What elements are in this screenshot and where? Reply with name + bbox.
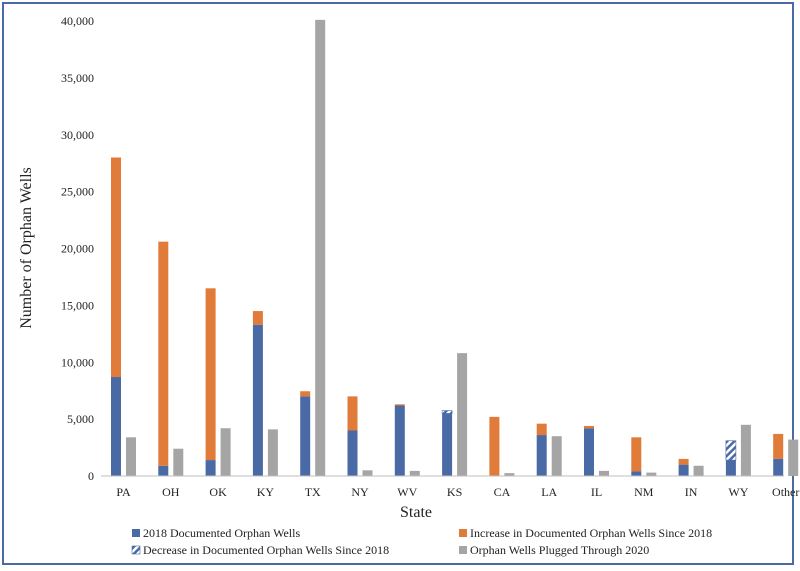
x-axis-label: State xyxy=(400,504,432,521)
x-tick-label: Other xyxy=(772,485,799,499)
bar-increase-since-2018 xyxy=(111,157,121,378)
x-tick-label: KY xyxy=(257,485,275,499)
bar-increase-since-2018 xyxy=(489,416,500,476)
x-tick-label: KS xyxy=(447,485,462,499)
bar-2018-documented xyxy=(773,458,784,476)
bar-decrease-since-2018 xyxy=(441,410,453,414)
bar-increase-since-2018 xyxy=(205,288,216,461)
bar-decrease-since-2018 xyxy=(725,440,737,461)
bar-increase-since-2018 xyxy=(394,404,405,406)
bar-increase-since-2018 xyxy=(678,458,689,465)
bar-2018-documented xyxy=(725,460,736,476)
bar-2018-documented xyxy=(347,430,358,476)
bar-2018-documented xyxy=(631,471,642,476)
x-tick-label: PA xyxy=(116,485,131,499)
bar-2018-documented xyxy=(111,377,121,476)
bar-increase-since-2018 xyxy=(773,433,784,459)
bar-increase-since-2018 xyxy=(631,437,642,472)
bar-increase-since-2018 xyxy=(252,311,263,325)
legend: 2018 Documented Orphan Wells Increase in … xyxy=(131,526,712,557)
legend-swatch xyxy=(131,545,141,555)
y-tick-label: 0 xyxy=(88,469,94,483)
legend-swatch xyxy=(459,546,467,554)
bar-plugged-through-2020 xyxy=(740,424,751,476)
bar-plugged-through-2020 xyxy=(126,437,136,476)
y-axis-label: Number of Orphan Wells xyxy=(18,167,35,329)
bar-increase-since-2018 xyxy=(536,423,547,436)
y-tick-label: 30,000 xyxy=(61,128,94,142)
x-tick-label: IL xyxy=(591,485,602,499)
bar-plugged-through-2020 xyxy=(551,436,562,476)
x-tick-label: OK xyxy=(209,485,227,499)
x-tick-label: NM xyxy=(634,485,654,499)
x-tick-label: IN xyxy=(685,485,698,499)
x-tick-label: CA xyxy=(494,485,511,499)
x-tick-label: NY xyxy=(351,485,369,499)
bar-2018-documented xyxy=(536,435,547,476)
x-tick-label: WY xyxy=(728,485,748,499)
bar-2018-documented xyxy=(442,413,453,476)
bar-2018-documented xyxy=(300,396,311,476)
bar-plugged-through-2020 xyxy=(693,465,704,476)
bar-increase-since-2018 xyxy=(347,396,358,431)
bar-plugged-through-2020 xyxy=(646,472,657,476)
bar-2018-documented xyxy=(252,324,263,476)
bar-plugged-through-2020 xyxy=(504,473,515,476)
y-tick-label: 15,000 xyxy=(61,298,94,312)
legend-label: Increase in Documented Orphan Wells Sinc… xyxy=(470,526,712,540)
legend-swatch xyxy=(132,529,140,537)
bar-plugged-through-2020 xyxy=(173,448,184,476)
bar-2018-documented xyxy=(394,405,405,476)
bar-2018-documented xyxy=(158,465,169,476)
x-tick-label: WV xyxy=(397,485,417,499)
legend-swatch xyxy=(459,529,467,537)
x-tick-label: LA xyxy=(541,485,557,499)
bar-increase-since-2018 xyxy=(584,425,594,429)
legend-label: Decrease in Documented Orphan Wells Sinc… xyxy=(143,543,389,557)
y-tick-label: 10,000 xyxy=(61,355,94,369)
bar-2018-documented xyxy=(584,428,594,476)
bar-plugged-through-2020 xyxy=(362,470,373,476)
bar-2018-documented xyxy=(678,464,689,476)
y-tick-label: 25,000 xyxy=(61,185,94,199)
x-tick-label: TX xyxy=(305,485,321,499)
y-tick-label: 35,000 xyxy=(61,71,94,85)
bar-plugged-through-2020 xyxy=(599,470,609,476)
y-tick-label: 40,000 xyxy=(61,14,94,28)
bar-increase-since-2018 xyxy=(158,241,169,466)
bar-plugged-through-2020 xyxy=(220,428,231,476)
y-tick-label: 20,000 xyxy=(61,242,94,256)
y-tick-label: 5,000 xyxy=(67,412,94,426)
bar-plugged-through-2020 xyxy=(457,353,468,476)
legend-label: 2018 Documented Orphan Wells xyxy=(143,526,300,540)
bar-plugged-through-2020 xyxy=(788,439,799,476)
bar-plugged-through-2020 xyxy=(267,429,278,476)
legend-label: Orphan Wells Plugged Through 2020 xyxy=(470,543,649,557)
bar-increase-since-2018 xyxy=(300,391,311,397)
bar-plugged-through-2020 xyxy=(409,470,420,476)
bar-plugged-through-2020 xyxy=(315,19,326,477)
x-tick-label: OH xyxy=(162,485,180,499)
bar-2018-documented xyxy=(205,460,216,476)
